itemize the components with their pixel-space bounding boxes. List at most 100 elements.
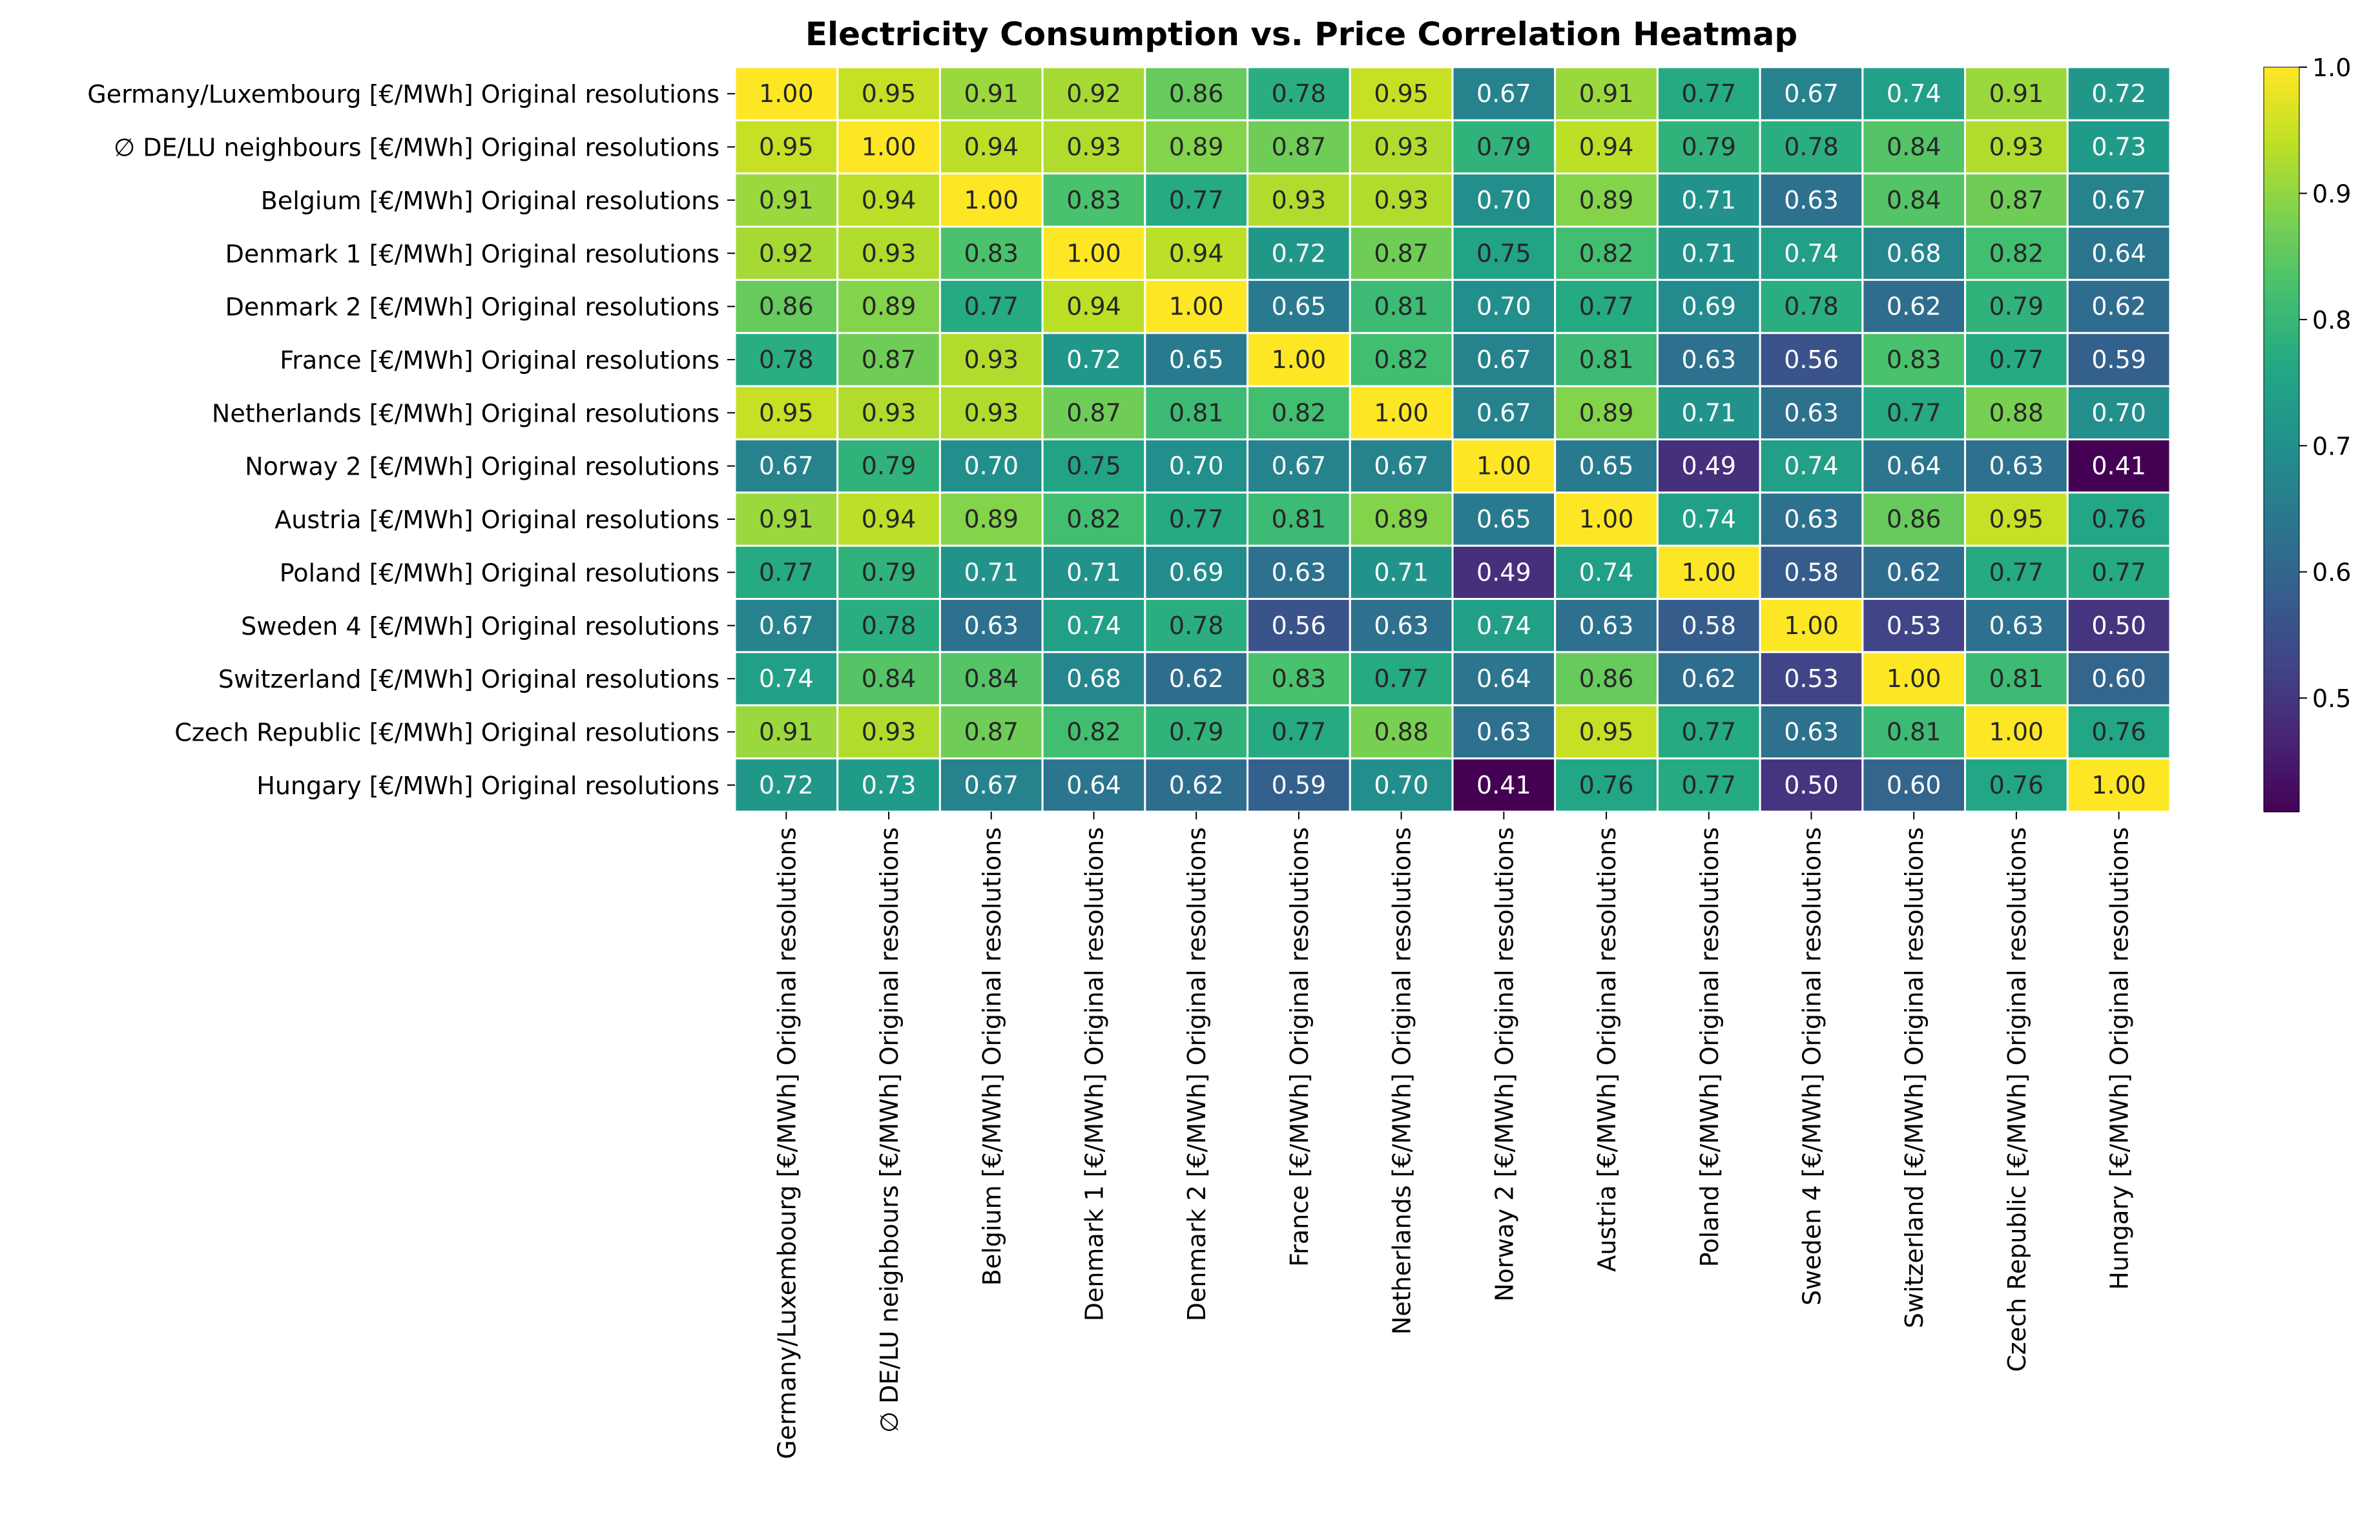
x-tick-label: Belgium [€/MWh] Original resolutions bbox=[978, 827, 1006, 1286]
colorbar-gradient-band bbox=[2264, 384, 2299, 391]
colorbar-gradient-band bbox=[2264, 563, 2299, 570]
cell-value-label: 0.91 bbox=[759, 717, 814, 746]
colorbar-gradient-band bbox=[2264, 350, 2299, 356]
heatmap-cell bbox=[1451, 225, 1557, 281]
heatmap-cell bbox=[1656, 491, 1761, 547]
heatmap-cell bbox=[2066, 119, 2171, 175]
colorbar-gradient-band bbox=[2264, 796, 2299, 803]
cell-value-label: 0.87 bbox=[862, 345, 916, 374]
heatmap-cell bbox=[1349, 704, 1454, 760]
colorbar-gradient-band bbox=[2264, 429, 2299, 435]
heatmap-cell bbox=[938, 66, 1044, 121]
cell-value-label: 0.65 bbox=[1169, 345, 1224, 374]
cell-value-label: 0.63 bbox=[1476, 717, 1531, 746]
cell-value-label: 0.63 bbox=[1681, 345, 1736, 374]
x-tick-label: Germany/Luxembourg [€/MWh] Original reso… bbox=[772, 827, 801, 1459]
cell-value-label: 0.75 bbox=[1476, 239, 1531, 267]
cell-value-label: 0.81 bbox=[1169, 398, 1224, 427]
cell-value-label: 0.75 bbox=[1066, 452, 1121, 480]
colorbar-gradient-band bbox=[2264, 156, 2299, 163]
colorbar-gradient-band bbox=[2264, 757, 2299, 763]
heatmap-cell bbox=[836, 544, 941, 601]
cell-value-label: 1.00 bbox=[1169, 293, 1224, 321]
colorbar-gradient-band bbox=[2264, 484, 2299, 490]
colorbar-gradient-band bbox=[2264, 231, 2299, 237]
colorbar-gradient-band bbox=[2264, 225, 2299, 232]
cell-value-label: 0.72 bbox=[759, 771, 814, 799]
colorbar-gradient-band bbox=[2264, 498, 2299, 505]
cell-value-label: 0.63 bbox=[1579, 611, 1634, 640]
cell-value-label: 1.00 bbox=[759, 79, 814, 108]
colorbar-gradient-band bbox=[2264, 707, 2299, 714]
cell-value-label: 0.95 bbox=[759, 398, 814, 427]
x-tick-label: Sweden 4 [€/MWh] Original resolutions bbox=[1798, 827, 1826, 1306]
heatmap-cell bbox=[734, 172, 839, 228]
cell-value-label: 0.78 bbox=[862, 611, 916, 640]
y-tick-label: Czech Republic [€/MWh] Original resoluti… bbox=[174, 718, 719, 746]
colorbar-gradient-band bbox=[2264, 325, 2299, 331]
cell-value-label: 0.89 bbox=[1579, 398, 1634, 427]
colorbar-gradient-band bbox=[2264, 578, 2299, 584]
heatmap-cell bbox=[1759, 119, 1864, 175]
y-tick-label: France [€/MWh] Original resolutions bbox=[280, 346, 719, 375]
x-tick-label: Switzerland [€/MWh] Original resolutions bbox=[1900, 827, 1929, 1328]
heatmap-cell bbox=[1247, 385, 1351, 441]
heatmap-cell bbox=[1041, 651, 1146, 706]
colorbar-gradient-band bbox=[2264, 260, 2299, 267]
colorbar-gradient-band bbox=[2264, 613, 2299, 619]
heatmap-cell bbox=[1554, 438, 1659, 494]
heatmap-cell bbox=[1247, 278, 1351, 334]
heatmap-cell bbox=[1451, 278, 1557, 334]
heatmap-cell bbox=[938, 438, 1044, 494]
cell-value-label: 0.62 bbox=[1681, 664, 1736, 693]
cell-value-label: 1.00 bbox=[1887, 664, 1941, 693]
heatmap-cell bbox=[2066, 491, 2171, 547]
colorbar-gradient-band bbox=[2264, 637, 2299, 644]
heatmap-cell bbox=[836, 332, 941, 387]
cell-value-label: 0.70 bbox=[1169, 452, 1224, 480]
heatmap-cell bbox=[1554, 598, 1659, 653]
cell-value-label: 0.77 bbox=[1887, 398, 1941, 427]
heatmap-cell bbox=[836, 119, 941, 175]
colorbar-gradient-band bbox=[2264, 558, 2299, 564]
heatmap-cell bbox=[1656, 757, 1761, 813]
heatmap-cell bbox=[1144, 438, 1249, 494]
colorbar-gradient-band bbox=[2264, 131, 2299, 138]
colorbar-gradient-band bbox=[2264, 365, 2299, 371]
heatmap-cell bbox=[1349, 225, 1454, 281]
colorbar-gradient-band bbox=[2264, 464, 2299, 470]
colorbar-gradient-band bbox=[2264, 528, 2299, 535]
cell-value-label: 0.74 bbox=[1784, 239, 1839, 267]
heatmap-cell bbox=[734, 757, 839, 813]
colorbar-gradient-band bbox=[2264, 107, 2299, 113]
cell-value-label: 0.68 bbox=[1887, 239, 1941, 267]
cell-value-label: 0.77 bbox=[1989, 345, 2044, 374]
cell-value-label: 0.64 bbox=[1476, 664, 1531, 693]
heatmap-cell bbox=[1964, 172, 2069, 228]
cell-value-label: 0.63 bbox=[1989, 611, 2044, 640]
cell-value-label: 0.67 bbox=[1476, 345, 1531, 374]
colorbar-gradient-band bbox=[2264, 335, 2299, 341]
colorbar-gradient-band bbox=[2264, 206, 2299, 212]
colorbar-gradient-band bbox=[2264, 806, 2299, 812]
x-tick-label: Austria [€/MWh] Original resolutions bbox=[1593, 827, 1621, 1272]
cell-value-label: 0.77 bbox=[1579, 293, 1634, 321]
cell-value-label: 1.00 bbox=[1374, 398, 1429, 427]
heatmap-cell bbox=[1554, 332, 1659, 387]
heatmap-cell bbox=[2066, 651, 2171, 706]
cell-value-label: 0.67 bbox=[1374, 452, 1429, 480]
colorbar-gradient-band bbox=[2264, 201, 2299, 207]
cell-value-label: 1.00 bbox=[1066, 239, 1121, 267]
cell-value-label: 0.78 bbox=[1784, 133, 1839, 161]
heatmap-cell bbox=[836, 66, 941, 121]
cell-value-label: 0.92 bbox=[759, 239, 814, 267]
heatmap-cell bbox=[1656, 225, 1761, 281]
cell-value-label: 0.82 bbox=[1066, 717, 1121, 746]
cell-value-label: 0.49 bbox=[1476, 558, 1531, 586]
cell-value-label: 0.62 bbox=[1169, 771, 1224, 799]
cell-value-label: 0.93 bbox=[1272, 186, 1327, 214]
colorbar-gradient-band bbox=[2264, 687, 2299, 693]
cell-value-label: 0.88 bbox=[1374, 717, 1429, 746]
colorbar-gradient-band bbox=[2264, 186, 2299, 192]
